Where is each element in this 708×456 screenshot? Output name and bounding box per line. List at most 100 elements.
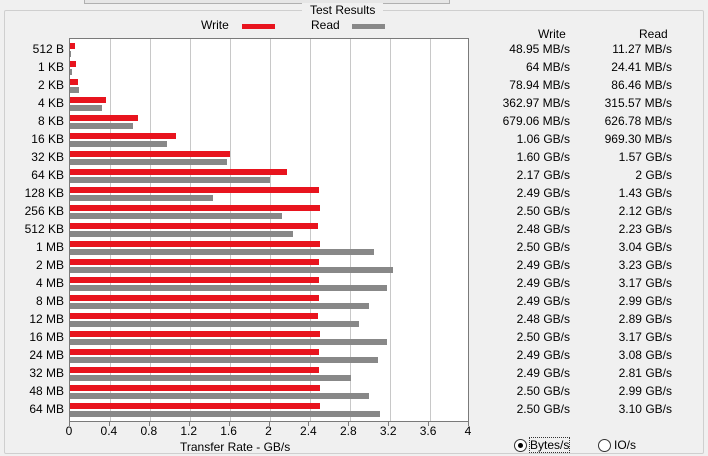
read-value: 3.10 GB/s [618, 402, 672, 416]
write-bar [70, 169, 287, 175]
x-tick-mark [69, 422, 70, 426]
x-tick-mark [268, 422, 270, 426]
read-value: 3.17 GB/s [618, 276, 672, 290]
grid-line [190, 39, 191, 421]
write-value: 48.95 MB/s [509, 42, 570, 56]
x-tick-label: 2 [265, 424, 272, 438]
category-label: 4 KB [37, 96, 64, 110]
read-value: 2.99 GB/s [618, 294, 672, 308]
category-label: 2 MB [35, 258, 64, 272]
x-tick-label: 2.8 [339, 424, 357, 438]
read-bar [70, 141, 167, 147]
write-bar [70, 313, 318, 319]
write-value: 78.94 MB/s [509, 78, 570, 92]
legend-write-swatch [242, 24, 275, 29]
write-value: 1.60 GB/s [516, 150, 570, 164]
x-tick-label: 4 [464, 424, 472, 438]
read-value: 3.04 GB/s [618, 240, 672, 254]
category-label: 8 MB [35, 294, 64, 308]
x-tick-label: 1.2 [180, 424, 198, 438]
read-bar [70, 339, 387, 345]
write-bar [70, 367, 319, 373]
grid-line [310, 39, 311, 421]
category-label: 32 MB [29, 366, 64, 380]
category-label: 256 KB [24, 204, 64, 218]
grid-line [270, 39, 271, 421]
read-value: 626.78 MB/s [604, 114, 672, 128]
window-edge [84, 0, 450, 4]
write-value: 2.17 GB/s [516, 168, 570, 182]
category-label: 12 MB [29, 312, 64, 326]
read-column-header: Read [639, 27, 668, 41]
read-value: 3.17 GB/s [618, 330, 672, 344]
read-bar [70, 411, 380, 417]
x-tick-label: 3.2 [379, 424, 397, 438]
x-tick-mark [428, 422, 430, 426]
io-per-second-radio[interactable]: IO/s [598, 437, 636, 453]
grid-line [350, 39, 351, 421]
write-value: 2.48 GB/s [516, 222, 570, 236]
write-value: 2.50 GB/s [516, 240, 570, 254]
read-value: 2.89 GB/s [618, 312, 672, 326]
write-bar [70, 43, 75, 49]
read-bar [70, 51, 72, 57]
x-tick-mark [388, 422, 390, 426]
write-bar [70, 151, 230, 157]
write-bar [70, 349, 319, 355]
grid-line [230, 39, 231, 421]
category-label: 16 KB [31, 132, 64, 146]
x-tick-label: 0.4 [100, 424, 118, 438]
category-label: 8 KB [37, 114, 64, 128]
write-bar [70, 385, 320, 391]
read-bar [70, 105, 102, 111]
chart-plot-area [69, 38, 469, 422]
write-value: 2.50 GB/s [516, 330, 570, 344]
read-bar [70, 177, 270, 183]
x-tick-label: 3.6 [419, 424, 437, 438]
category-label: 24 MB [29, 348, 64, 362]
grid-line [110, 39, 111, 421]
x-tick-mark [188, 422, 190, 426]
read-bar [70, 159, 227, 165]
category-label: 2 KB [37, 78, 64, 92]
read-value: 2.23 GB/s [618, 222, 672, 236]
write-value: 362.97 MB/s [502, 96, 570, 110]
write-column-header: Write [538, 27, 566, 41]
read-bar [70, 69, 73, 75]
read-value: 315.57 MB/s [604, 96, 672, 110]
x-tick-mark [468, 422, 469, 426]
read-bar [70, 357, 378, 363]
write-bar [70, 187, 319, 193]
read-value: 969.30 MB/s [604, 132, 672, 146]
write-bar [70, 205, 320, 211]
read-bar [70, 393, 369, 399]
write-value: 2.49 GB/s [516, 258, 570, 272]
write-bar [70, 115, 138, 121]
category-label: 48 MB [29, 384, 64, 398]
grid-line [430, 39, 431, 421]
read-bar [70, 249, 374, 255]
write-bar [70, 403, 320, 409]
write-bar [70, 331, 320, 337]
x-tick-mark [108, 422, 110, 426]
category-label: 64 MB [29, 402, 64, 416]
radio-unselected-icon [598, 438, 611, 452]
write-value: 2.49 GB/s [516, 186, 570, 200]
read-value: 86.46 MB/s [611, 78, 672, 92]
read-value: 2.99 GB/s [618, 384, 672, 398]
x-axis-label: Transfer Rate - GB/s [180, 440, 291, 454]
x-tick-mark [348, 422, 350, 426]
write-value: 2.50 GB/s [516, 384, 570, 398]
read-bar [70, 123, 133, 129]
write-value: 2.50 GB/s [516, 402, 570, 416]
write-value: 2.50 GB/s [516, 204, 570, 218]
write-bar [70, 223, 318, 229]
x-tick-mark [148, 422, 150, 426]
category-label: 512 KB [24, 222, 64, 236]
io-radio-label: IO/s [614, 438, 637, 452]
legend-write-label: Write [201, 18, 229, 32]
write-bar [70, 295, 319, 301]
read-bar [70, 267, 393, 273]
bytes-per-second-radio[interactable]: Bytes/s [514, 437, 571, 453]
read-bar [70, 231, 293, 237]
